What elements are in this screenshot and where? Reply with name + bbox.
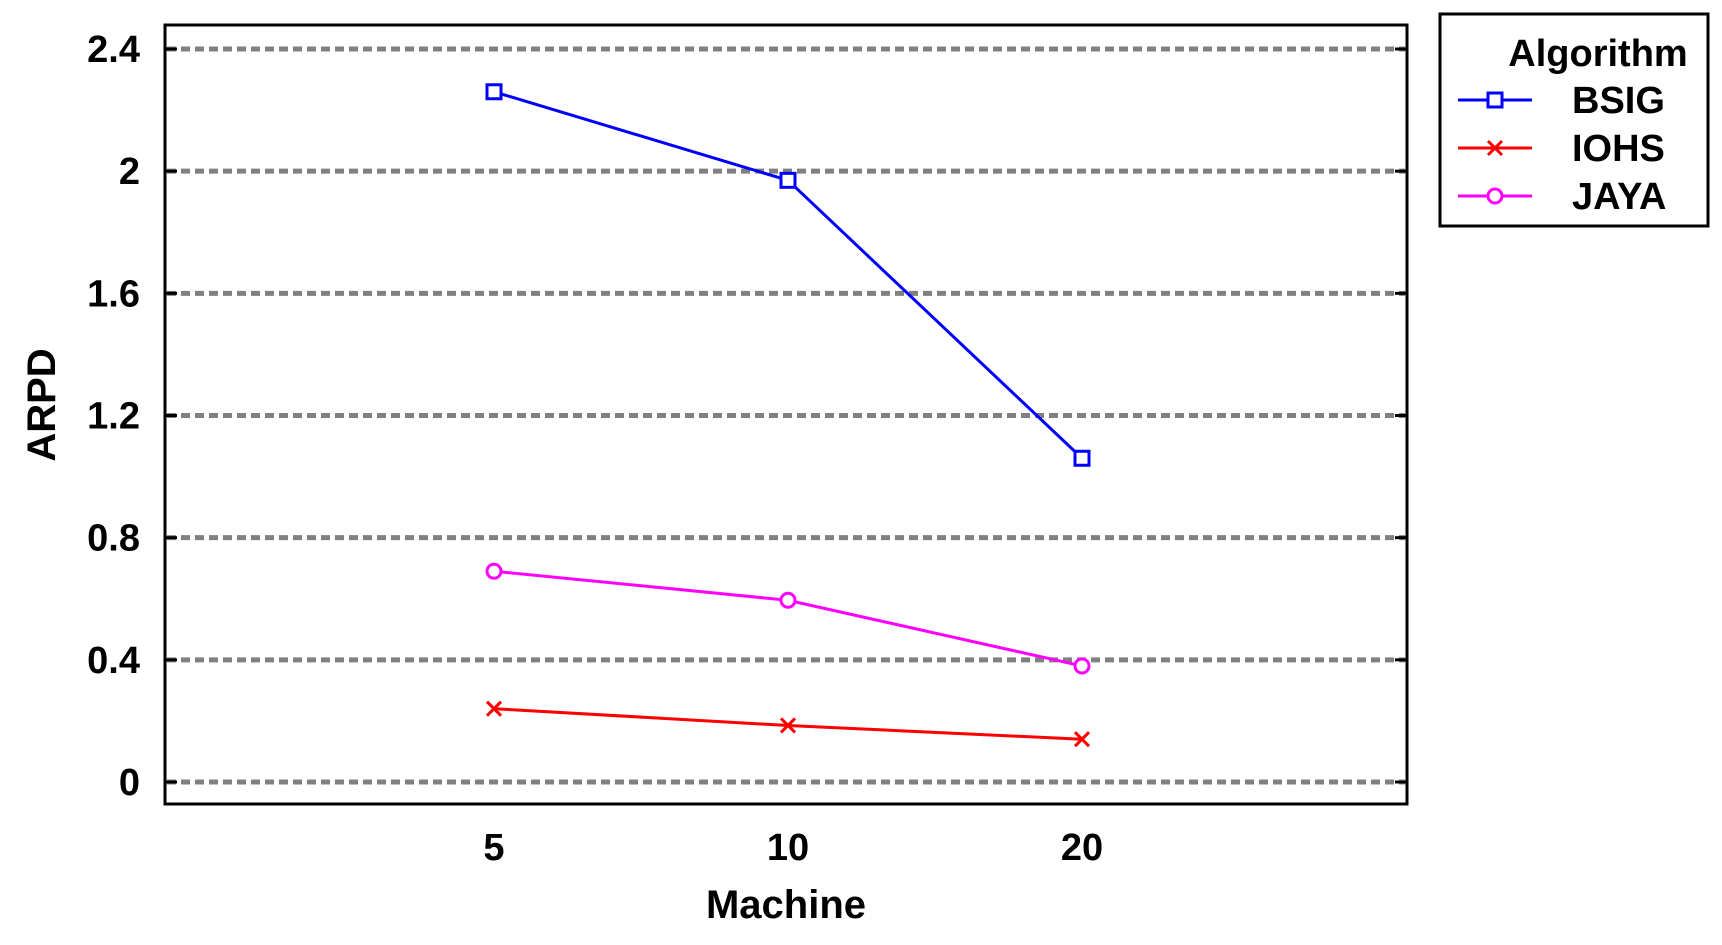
- y-axis-ticks: 0 0.4 0.8 1.2 1.6 2 2.4: [87, 29, 1407, 804]
- x-axis-label: Machine: [706, 883, 866, 927]
- data-point-bsig: [485, 83, 503, 101]
- y-tick-label: 0: [119, 762, 140, 804]
- data-point-jaya: [779, 591, 797, 609]
- legend-label-iohs: IOHS: [1572, 128, 1665, 170]
- legend: Algorithm BSIG IOHS JAYA: [1438, 12, 1710, 228]
- x-marker-stroke: [779, 717, 797, 734]
- series-line-jaya: [493, 569, 1083, 668]
- legend-label-jaya: JAYA: [1572, 176, 1666, 218]
- data-point-jaya: [485, 562, 503, 580]
- legend-marker: [1486, 187, 1504, 205]
- y-tick-label: 1.2: [87, 396, 140, 438]
- y-tick-label: 1.6: [87, 273, 140, 315]
- x-tick-label: 20: [1061, 827, 1103, 869]
- series-lines: [485, 83, 1091, 748]
- data-point-bsig: [1073, 449, 1091, 467]
- series-bsig: [485, 83, 1091, 467]
- y-tick-label: 0.4: [87, 640, 140, 682]
- y-axis-label: ARPD: [20, 348, 64, 461]
- grid-lines: [167, 46, 1405, 785]
- legend-label-bsig: BSIG: [1572, 80, 1665, 122]
- data-point-iohs: [485, 700, 503, 717]
- x-marker-stroke: [1073, 731, 1091, 748]
- legend-frame: [1438, 12, 1710, 228]
- data-point-iohs: [779, 717, 797, 734]
- legend-item-iohs: IOHS: [1458, 128, 1665, 170]
- x-marker-stroke: [485, 700, 503, 717]
- x-tick-label: 5: [483, 827, 504, 869]
- x-tick-label: 10: [767, 827, 809, 869]
- x-marker-stroke: [1486, 139, 1504, 157]
- data-point-jaya: [1073, 657, 1091, 675]
- legend-marker: [1486, 139, 1504, 157]
- x-axis-ticks: 5 10 20: [483, 827, 1103, 869]
- series-iohs: [485, 700, 1091, 748]
- plot-frame: [163, 23, 1409, 806]
- legend-item-jaya: JAYA: [1458, 176, 1666, 218]
- data-point-iohs: [1073, 731, 1091, 748]
- series-jaya: [485, 562, 1091, 675]
- legend-marker: [1486, 91, 1504, 109]
- y-tick-label: 2: [119, 151, 140, 193]
- legend-item-bsig: BSIG: [1458, 80, 1665, 122]
- y-tick-label: 2.4: [87, 29, 140, 71]
- legend-title: Algorithm: [1508, 33, 1687, 75]
- series-line-bsig: [493, 90, 1084, 460]
- y-tick-label: 0.8: [87, 518, 140, 560]
- data-point-bsig: [779, 171, 797, 189]
